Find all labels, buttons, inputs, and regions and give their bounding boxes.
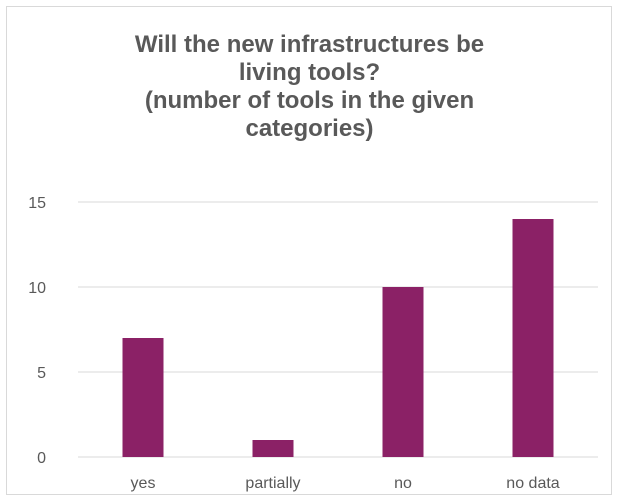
x-axis-tick-labels: yes partially no no data [131,475,560,492]
x-tick-label: no [394,475,412,492]
chart-title-line-1: Will the new infrastructures be [134,31,485,58]
chart-title: Will the new infrastructures be living t… [0,31,619,143]
y-axis-tick-labels: 0 5 10 15 [28,195,46,467]
y-tick-label: 5 [37,365,46,382]
y-tick-label: 0 [37,450,46,467]
bar-yes [122,338,164,457]
y-tick-label: 15 [28,195,46,212]
x-tick-label: partially [245,475,300,492]
chart-title-line-2: living tools? [238,59,381,86]
gridlines [78,201,598,458]
chart-area [6,6,612,495]
bar-no [382,287,424,457]
bar-partially [252,440,294,457]
x-tick-label: no data [506,475,559,492]
bar-no-data [512,219,554,457]
y-tick-label: 10 [28,280,46,297]
chart-title-line-4: categories) [245,115,374,142]
bars [122,219,554,457]
x-tick-label: yes [131,475,156,492]
chart-title-line-3: (number of tools in the given [144,87,475,114]
